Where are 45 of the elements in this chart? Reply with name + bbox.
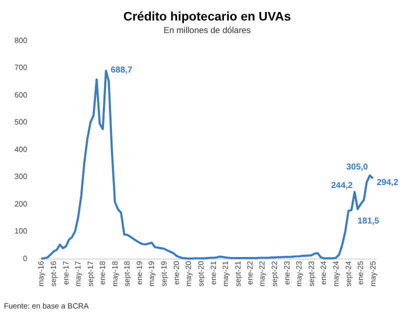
x-tick-label: may-25 bbox=[368, 260, 378, 286]
x-tick-label: may-22 bbox=[258, 260, 267, 286]
x-tick-label: may-16 bbox=[36, 260, 46, 286]
x-tick-label: sept-23 bbox=[306, 260, 316, 286]
y-tick-label: 600 bbox=[14, 90, 28, 100]
annotation: 244,2 bbox=[331, 180, 353, 190]
y-tick-label: 200 bbox=[14, 199, 28, 208]
x-tick-label: ene-17 bbox=[61, 260, 70, 285]
x-tick-label: may-18 bbox=[110, 260, 120, 286]
x-tick-label: ene-20 bbox=[172, 260, 181, 285]
x-tick-label: ene-23 bbox=[282, 260, 292, 285]
y-tick-label: 400 bbox=[14, 144, 28, 154]
x-tick-label: sept-20 bbox=[196, 260, 206, 286]
x-tick-label: may-20 bbox=[184, 260, 194, 286]
x-tick-label: ene-24 bbox=[319, 260, 328, 285]
x-tick-label: sept-21 bbox=[233, 260, 242, 286]
x-tick-label: may-17 bbox=[74, 260, 83, 286]
x-tick-label: ene-22 bbox=[246, 260, 255, 285]
x-tick-label: may-24 bbox=[331, 260, 340, 286]
x-tick-label: ene-21 bbox=[208, 260, 218, 285]
chart-title: Crédito hipotecario en UVAs bbox=[123, 9, 291, 24]
x-tick-label: may-19 bbox=[147, 260, 156, 286]
annotation: 688,7 bbox=[110, 64, 132, 75]
y-tick-label: 0 bbox=[23, 254, 28, 263]
x-tick-label: sept-17 bbox=[86, 260, 95, 286]
y-tick-label: 300 bbox=[14, 172, 28, 182]
x-tick-label: sept-18 bbox=[122, 260, 132, 286]
x-tick-label: may-21 bbox=[220, 260, 230, 286]
y-tick-label: 800 bbox=[14, 36, 28, 45]
x-tick-label: ene-19 bbox=[135, 260, 144, 285]
annotation: 294,2 bbox=[376, 177, 398, 188]
x-tick-label: ene-18 bbox=[98, 260, 108, 285]
chart-subtitle: En millones de dólares bbox=[164, 24, 251, 35]
x-tick-label: ene-25 bbox=[356, 260, 366, 285]
y-tick-label: 700 bbox=[14, 63, 28, 72]
annotation: 181,5 bbox=[358, 215, 380, 226]
annotation: 305,0 bbox=[346, 162, 368, 172]
x-tick-label: may-23 bbox=[294, 260, 304, 286]
x-tick-label: sept-16 bbox=[49, 260, 58, 286]
source-note: Fuente: en base a BCRA bbox=[4, 301, 90, 310]
x-tick-label: sept-22 bbox=[270, 260, 280, 286]
y-tick-label: 500 bbox=[14, 118, 28, 127]
x-tick-label: sept-19 bbox=[160, 260, 169, 286]
x-tick-label: sept-24 bbox=[344, 260, 353, 286]
y-tick-label: 100 bbox=[14, 226, 28, 236]
